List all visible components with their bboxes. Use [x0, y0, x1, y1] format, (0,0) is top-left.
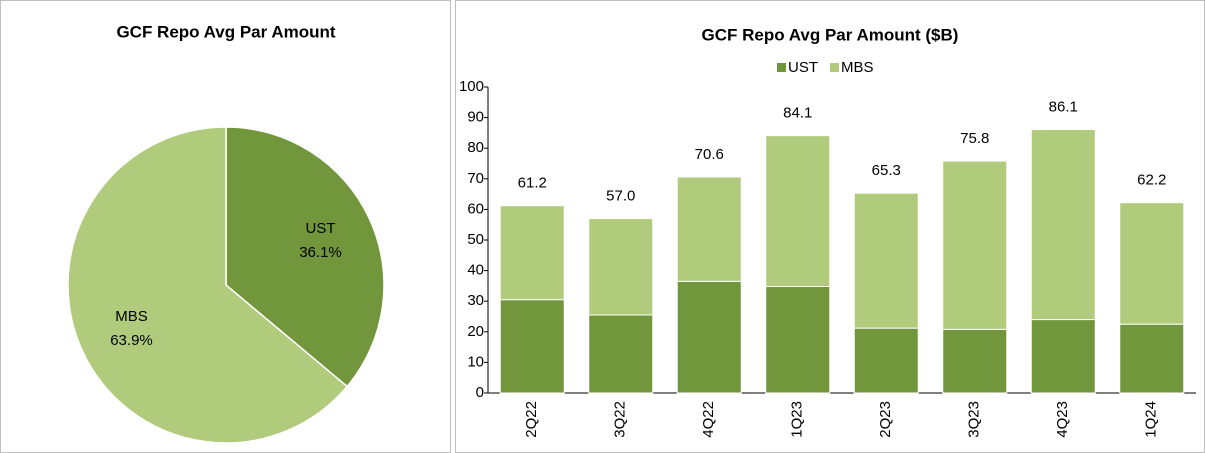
bar-segment	[1030, 129, 1096, 321]
total-label: 65.3	[872, 162, 901, 179]
pie-slice	[67, 126, 349, 444]
legend-label: UST	[788, 59, 818, 76]
total-label: 57.0	[606, 188, 635, 205]
x-tick-label: 1Q24	[1143, 401, 1160, 438]
legend-label: MBS	[841, 59, 874, 76]
y-tick-label: 70	[467, 170, 484, 187]
bar-segment	[499, 299, 565, 394]
x-tick-label: 1Q23	[789, 401, 806, 438]
slice-label: 63.9%	[110, 332, 153, 349]
y-tick-label: 100	[459, 78, 484, 95]
total-label: 61.2	[518, 175, 547, 192]
y-tick-label: 20	[467, 323, 484, 340]
y-tick-label: 0	[476, 384, 484, 401]
total-label: 70.6	[695, 146, 724, 163]
bar-segment	[765, 135, 831, 288]
bar-segment	[765, 286, 831, 394]
bar-segment	[588, 218, 654, 316]
y-tick-label: 40	[467, 262, 484, 279]
y-tick-label: 90	[467, 109, 484, 126]
bar-segment	[676, 280, 742, 394]
slice-label: 36.1%	[299, 244, 342, 261]
bar-segment	[676, 176, 742, 282]
y-tick-label: 80	[467, 139, 484, 156]
total-label: 84.1	[783, 105, 812, 122]
bar-segment	[853, 327, 919, 394]
legend-swatch	[830, 63, 839, 72]
total-label: 75.8	[960, 130, 989, 147]
bar-segment	[1030, 319, 1096, 394]
legend-swatch	[777, 63, 786, 72]
bar-segment	[588, 314, 654, 394]
x-tick-label: 2Q22	[523, 401, 540, 438]
x-tick-label: 3Q23	[966, 401, 983, 438]
x-tick-label: 4Q23	[1054, 401, 1071, 438]
slice-name: UST	[305, 220, 335, 237]
bar-segment	[942, 328, 1008, 394]
x-tick-label: 2Q23	[877, 401, 894, 438]
pie-title: GCF Repo Avg Par Amount	[116, 22, 335, 41]
total-label: 86.1	[1049, 99, 1078, 116]
bar-segment	[853, 192, 919, 329]
slice-name: MBS	[115, 308, 148, 325]
y-tick-label: 60	[467, 200, 484, 217]
y-tick-label: 10	[467, 353, 484, 370]
bar-segment	[942, 160, 1008, 330]
bar-segment	[1119, 202, 1185, 325]
x-tick-label: 4Q22	[700, 401, 717, 438]
y-tick-label: 50	[467, 231, 484, 248]
bar-title: GCF Repo Avg Par Amount ($B)	[702, 25, 959, 44]
bar-segment	[1119, 323, 1185, 394]
total-label: 62.2	[1137, 172, 1166, 189]
x-tick-label: 3Q22	[612, 401, 629, 438]
y-tick-label: 30	[467, 292, 484, 309]
bar-segment	[499, 205, 565, 301]
pie-slice	[225, 126, 385, 388]
